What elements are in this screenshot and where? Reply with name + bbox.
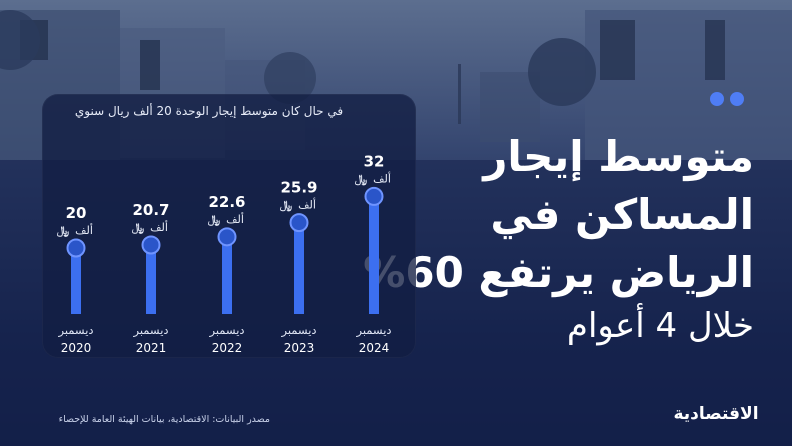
bar-cap-marker <box>217 227 237 247</box>
unit-label: ألف <box>373 171 391 185</box>
unit-label: ألف <box>298 198 316 212</box>
bar <box>294 222 304 314</box>
data-label: 22.6 <box>208 193 245 211</box>
headline-line-1: متوسط إيجار <box>483 132 754 181</box>
category-year-label: 2024 <box>359 341 390 355</box>
bar <box>369 196 379 314</box>
bar-cap-marker <box>141 235 161 255</box>
category-year-label: 2022 <box>212 341 243 355</box>
riyal-sign-icon: ﷼ <box>280 199 292 213</box>
decorative-dots <box>710 92 744 106</box>
chart-note: في حال كان متوسط إيجار الوحدة 20 ألف ريا… <box>74 104 344 118</box>
unit-label: ألف <box>150 220 168 234</box>
dot-icon <box>710 92 724 106</box>
riyal-sign-icon: ﷼ <box>208 213 220 227</box>
category-year-label: 2023 <box>284 341 315 355</box>
riyal-sign-icon: ﷼ <box>57 224 69 238</box>
source-note: مصدر البيانات: الاقتصادية، بيانات الهيئة… <box>58 414 270 425</box>
category-year-label: 2020 <box>61 341 92 355</box>
bar <box>146 244 156 314</box>
category-month-label: ديسمبر <box>355 323 391 338</box>
category-month-label: ديسمبر <box>57 323 93 338</box>
bar <box>71 248 81 314</box>
data-label: 32 <box>364 152 385 170</box>
category-month-label: ديسمبر <box>208 323 244 338</box>
bar-cap-marker <box>66 238 86 258</box>
riyal-sign-icon: ﷼ <box>355 172 367 186</box>
unit-label: ألف <box>226 212 244 226</box>
publisher-logo: الاقتصادية <box>673 404 759 424</box>
data-label: 20 <box>66 204 87 222</box>
unit-label: ألف <box>75 223 93 237</box>
category-month-label: ديسمبر <box>132 323 168 338</box>
category-month-label: ديسمبر <box>280 323 316 338</box>
headline-line-2: المساكن في <box>490 190 754 239</box>
bar-cap-marker <box>289 213 309 233</box>
riyal-sign-icon: ﷼ <box>132 221 144 235</box>
data-label: 25.9 <box>280 179 317 197</box>
data-label: 20.7 <box>132 201 169 219</box>
bar-cap-marker <box>364 186 384 206</box>
dot-icon <box>730 92 744 106</box>
headline-line-4: خلال 4 أعوام <box>566 306 754 346</box>
bar <box>222 236 232 314</box>
category-year-label: 2021 <box>136 341 167 355</box>
